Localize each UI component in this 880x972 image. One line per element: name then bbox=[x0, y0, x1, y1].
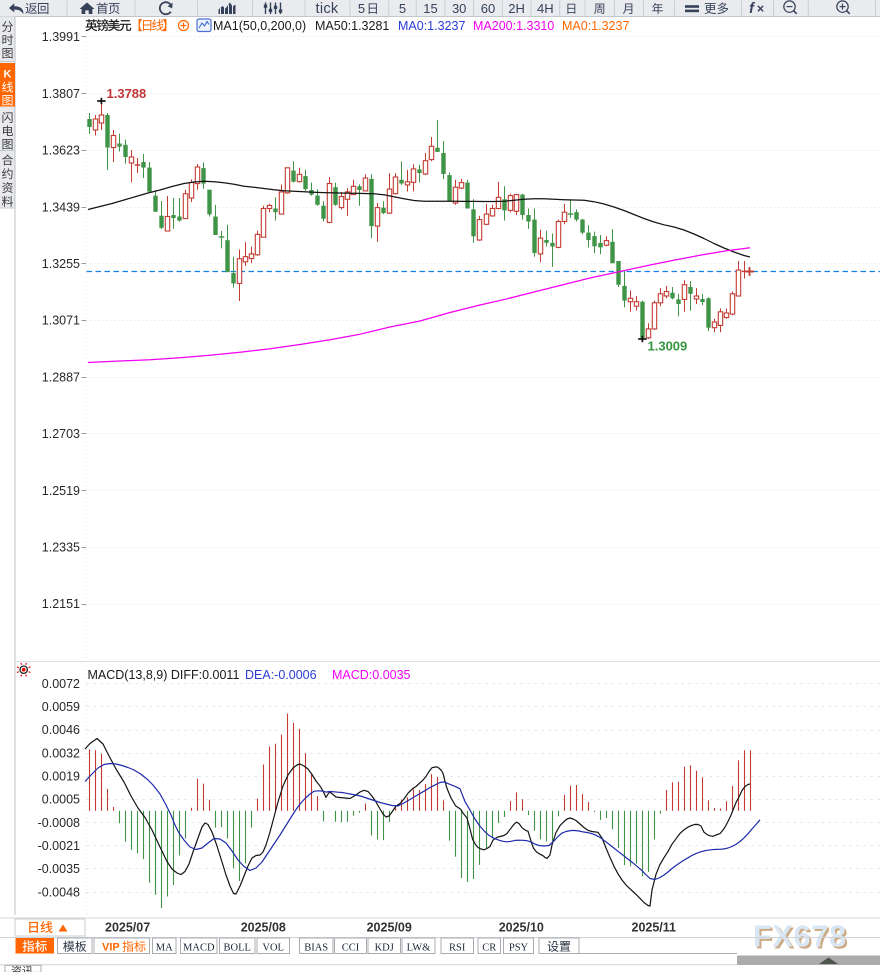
svg-text:1.2703: 1.2703 bbox=[42, 427, 80, 441]
svg-text:2025/08: 2025/08 bbox=[241, 921, 286, 935]
svg-text:30: 30 bbox=[452, 1, 466, 16]
svg-text:1.3623: 1.3623 bbox=[42, 144, 80, 158]
svg-text:KDJ: KDJ bbox=[375, 942, 394, 953]
svg-text:-0.0035: -0.0035 bbox=[38, 862, 80, 876]
svg-text:MA: MA bbox=[156, 942, 173, 953]
svg-text:×: × bbox=[757, 2, 764, 16]
svg-text:1.3255: 1.3255 bbox=[42, 257, 80, 271]
svg-text:1.2335: 1.2335 bbox=[42, 541, 80, 555]
svg-text:2025/10: 2025/10 bbox=[499, 921, 544, 935]
svg-text:-0.0048: -0.0048 bbox=[38, 885, 80, 899]
svg-text:4H: 4H bbox=[537, 1, 554, 16]
svg-text:MACD(13,8,9) DIFF:0.0011: MACD(13,8,9) DIFF:0.0011 bbox=[88, 668, 240, 682]
svg-text:2025/07: 2025/07 bbox=[105, 921, 150, 935]
svg-text:0.0019: 0.0019 bbox=[42, 769, 80, 783]
svg-text:0.0046: 0.0046 bbox=[42, 723, 80, 737]
svg-text:1.3009: 1.3009 bbox=[648, 339, 688, 354]
svg-text:MA0:1.3237: MA0:1.3237 bbox=[562, 19, 629, 33]
svg-text:0.0005: 0.0005 bbox=[42, 793, 80, 807]
svg-text:PSY: PSY bbox=[509, 942, 529, 953]
svg-text:K: K bbox=[4, 69, 12, 81]
svg-text:f: f bbox=[749, 1, 756, 17]
svg-text:-0.0021: -0.0021 bbox=[38, 839, 80, 853]
svg-text:CCI: CCI bbox=[342, 942, 360, 953]
svg-text:MACD: MACD bbox=[183, 942, 215, 953]
svg-text:1.3788: 1.3788 bbox=[107, 86, 147, 101]
svg-text:VOL: VOL bbox=[262, 942, 284, 953]
svg-text:CR: CR bbox=[482, 942, 496, 953]
svg-text:BOLL: BOLL bbox=[223, 942, 250, 953]
svg-text:1.3439: 1.3439 bbox=[42, 200, 80, 214]
svg-text:1.2151: 1.2151 bbox=[42, 597, 80, 611]
svg-text:5: 5 bbox=[399, 1, 406, 16]
svg-text:2H: 2H bbox=[508, 1, 525, 16]
svg-text:1.3071: 1.3071 bbox=[42, 314, 80, 328]
svg-text:1.2887: 1.2887 bbox=[42, 370, 80, 384]
svg-text:MACD:0.0035: MACD:0.0035 bbox=[332, 668, 411, 682]
svg-text:MA50:1.3281: MA50:1.3281 bbox=[315, 19, 389, 33]
svg-text:0.0032: 0.0032 bbox=[42, 746, 80, 760]
svg-text:VIP: VIP bbox=[102, 942, 120, 954]
svg-text:0.0059: 0.0059 bbox=[42, 700, 80, 714]
svg-text:2025/09: 2025/09 bbox=[367, 921, 412, 935]
svg-text:DEA:-0.0006: DEA:-0.0006 bbox=[245, 668, 317, 682]
svg-text:FX678: FX678 bbox=[753, 920, 847, 954]
svg-text:MA200:1.3310: MA200:1.3310 bbox=[473, 19, 554, 33]
svg-text:tick: tick bbox=[316, 1, 339, 17]
svg-text:15: 15 bbox=[423, 1, 437, 16]
svg-text:RSI: RSI bbox=[449, 942, 466, 953]
svg-text:MA1(50,0,200,0): MA1(50,0,200,0) bbox=[213, 19, 306, 33]
svg-text:FX678: FX678 bbox=[755, 922, 849, 956]
svg-text:1.3991: 1.3991 bbox=[42, 30, 80, 44]
svg-text:2025/11: 2025/11 bbox=[632, 921, 677, 935]
svg-text:5: 5 bbox=[358, 1, 365, 16]
svg-text:1.3807: 1.3807 bbox=[42, 87, 80, 101]
svg-text:MA0:1.3237: MA0:1.3237 bbox=[398, 19, 465, 33]
svg-text:0.0072: 0.0072 bbox=[42, 677, 80, 691]
svg-text:60: 60 bbox=[481, 1, 495, 16]
svg-text:LW&: LW& bbox=[407, 942, 431, 953]
svg-text:-0.0008: -0.0008 bbox=[38, 816, 80, 830]
svg-text:1.2519: 1.2519 bbox=[42, 484, 80, 498]
svg-text:BIAS: BIAS bbox=[304, 942, 328, 953]
